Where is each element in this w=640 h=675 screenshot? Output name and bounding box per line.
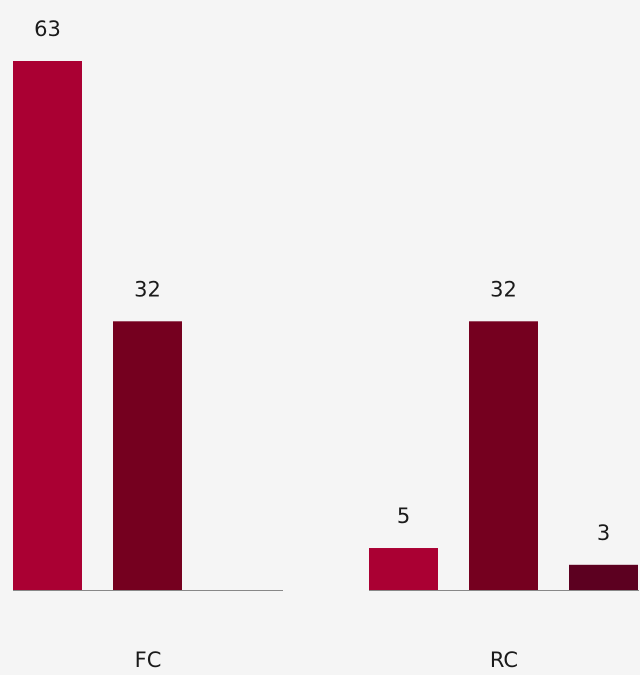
category-label-group: FC RC	[135, 648, 518, 672]
category-label-fc: FC	[135, 648, 162, 670]
bar-fc-2	[113, 321, 182, 590]
data-label-rc-2: 32	[490, 277, 517, 301]
data-label-fc-2: 32	[134, 277, 161, 301]
data-label-rc-1: 5	[397, 504, 410, 528]
bar-rc-3	[569, 564, 638, 590]
data-label-fc-1: 63	[34, 17, 61, 41]
bar-group	[13, 61, 638, 590]
data-label-rc-3: 3	[597, 521, 610, 545]
data-label-group: 63 32 5 32 3	[34, 17, 610, 545]
bar-rc-1	[369, 548, 438, 590]
bar-rc-2	[469, 321, 538, 590]
category-label-rc: RC	[490, 648, 518, 670]
bar-fc-1	[13, 61, 82, 590]
